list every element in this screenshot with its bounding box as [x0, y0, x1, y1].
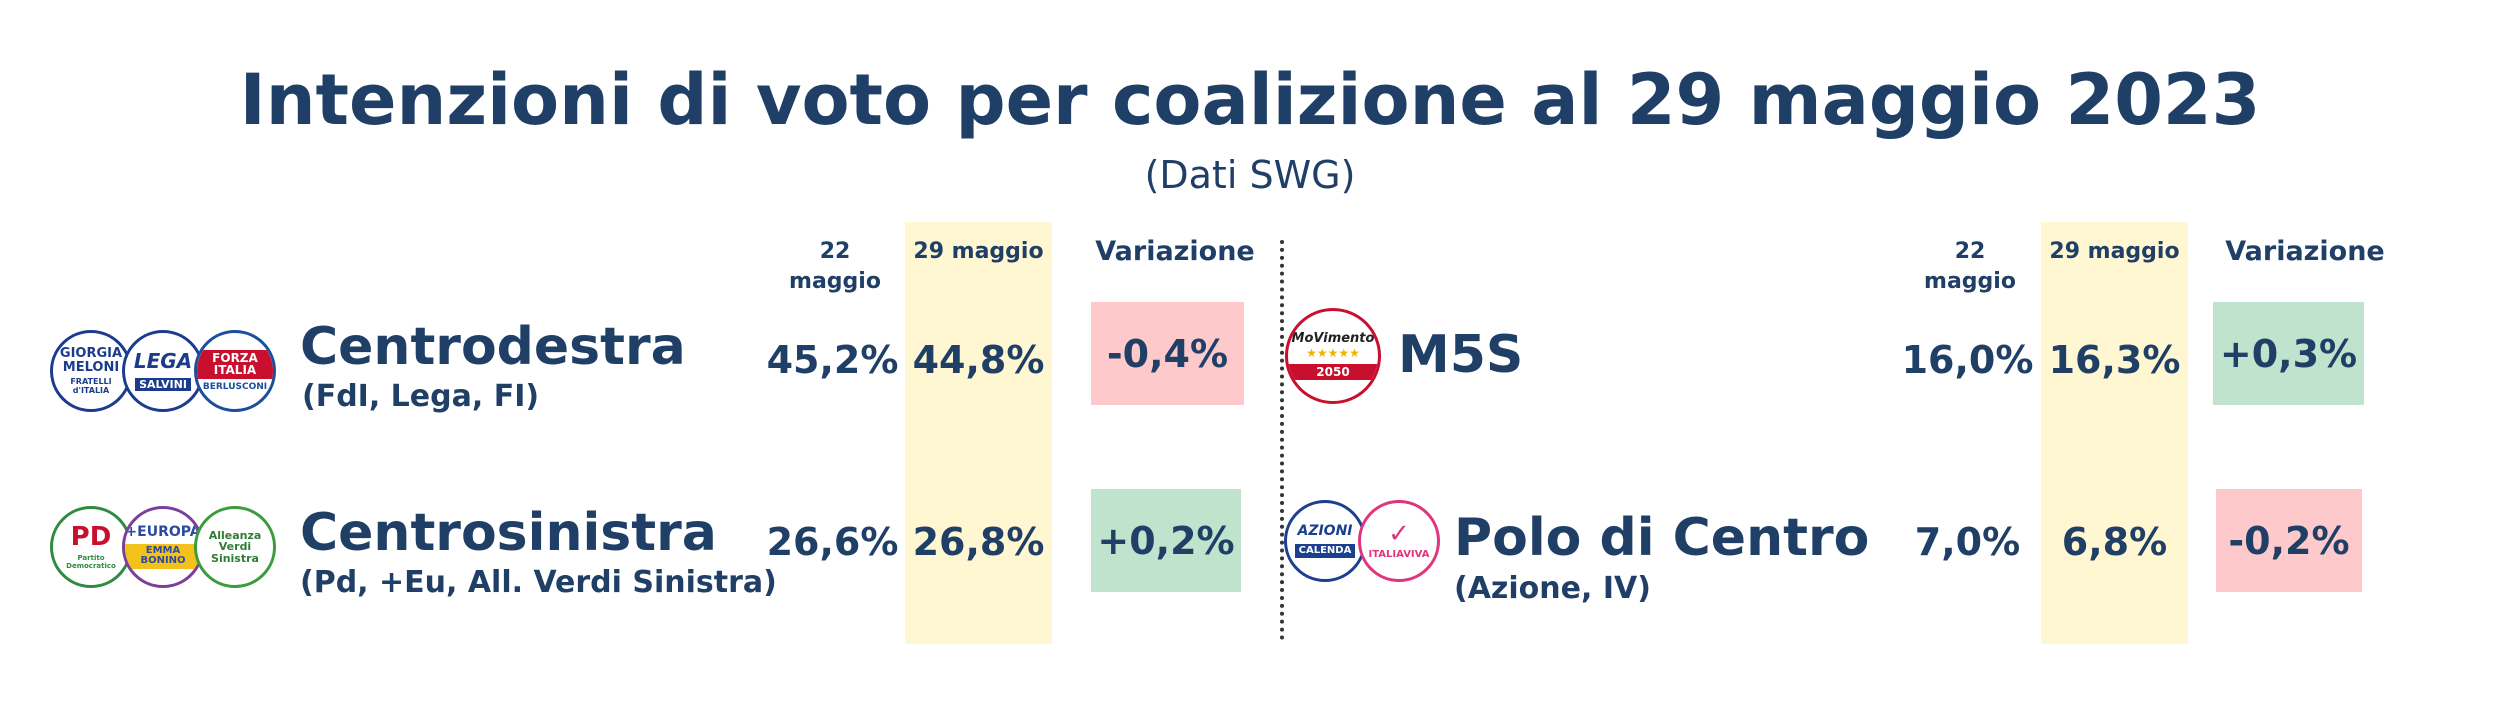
pd-logo-icon: PD Partito Democratico — [50, 506, 132, 588]
row-name-m5s: M5S — [1398, 325, 1524, 385]
header-prev-left: 22 maggio — [789, 239, 881, 294]
change-badge-polo-di-centro: -0,2% — [2216, 489, 2362, 592]
chart-subtitle: (Dati SWG) — [1144, 153, 1356, 197]
row-name-centrodestra: Centrodestra — [300, 317, 686, 377]
value-prev-centrosinistra: 26,6% — [766, 520, 899, 564]
value-curr-polo-di-centro: 6,8% — [2061, 520, 2168, 564]
value-curr-centrosinistra: 26,8% — [912, 520, 1045, 564]
italia-viva-logo-icon: ✓ ITALIAVIVA — [1358, 500, 1440, 582]
value-prev-centrodestra: 45,2% — [766, 338, 899, 382]
header-change-right: Variazione — [2225, 236, 2385, 267]
change-badge-centrodestra: -0,4% — [1091, 302, 1244, 405]
fdi-logo-icon: GIORGIA MELONI FRATELLI d'ITALIA — [50, 330, 132, 412]
piu-europa-logo-icon: +EUROPA EMMA BONINO — [122, 506, 204, 588]
row-sub-polo-di-centro: (Azione, IV) — [1454, 571, 1651, 606]
row-sub-centrodestra: (FdI, Lega, FI) — [302, 379, 540, 414]
avs-logo-icon: Alleanza Verdi Sinistra — [194, 506, 276, 588]
highlight-column-left — [905, 222, 1052, 644]
chart-title: Intenzioni di voto per coalizione al 29 … — [239, 59, 2261, 141]
value-prev-polo-di-centro: 7,0% — [1914, 520, 2021, 564]
azione-logo-icon: AZIONI CALENDA — [1284, 500, 1366, 582]
header-prev-right: 22 maggio — [1924, 239, 2016, 294]
change-badge-m5s: +0,3% — [2213, 302, 2364, 405]
lega-logo-icon: LEGA SALVINI — [122, 330, 204, 412]
highlight-column-right — [2041, 222, 2188, 644]
row-sub-centrosinistra: (Pd, +Eu, All. Verdi Sinistra) — [300, 565, 777, 600]
m5s-logo-icon: MoVimento ★★★★★ 2050 — [1285, 308, 1381, 404]
header-curr-left: 29 maggio — [913, 239, 1044, 264]
value-curr-m5s: 16,3% — [2048, 338, 2181, 382]
change-badge-centrosinistra: +0,2% — [1091, 489, 1241, 592]
header-change-left: Variazione — [1095, 236, 1255, 267]
header-curr-right: 29 maggio — [2049, 239, 2180, 264]
forza-italia-logo-icon: FORZA ITALIA BERLUSCONI — [194, 330, 276, 412]
row-name-polo-di-centro: Polo di Centro — [1454, 508, 1870, 568]
row-name-centrosinistra: Centrosinistra — [300, 503, 717, 563]
column-divider — [1280, 240, 1284, 640]
value-curr-centrodestra: 44,8% — [912, 338, 1045, 382]
value-prev-m5s: 16,0% — [1901, 338, 2034, 382]
